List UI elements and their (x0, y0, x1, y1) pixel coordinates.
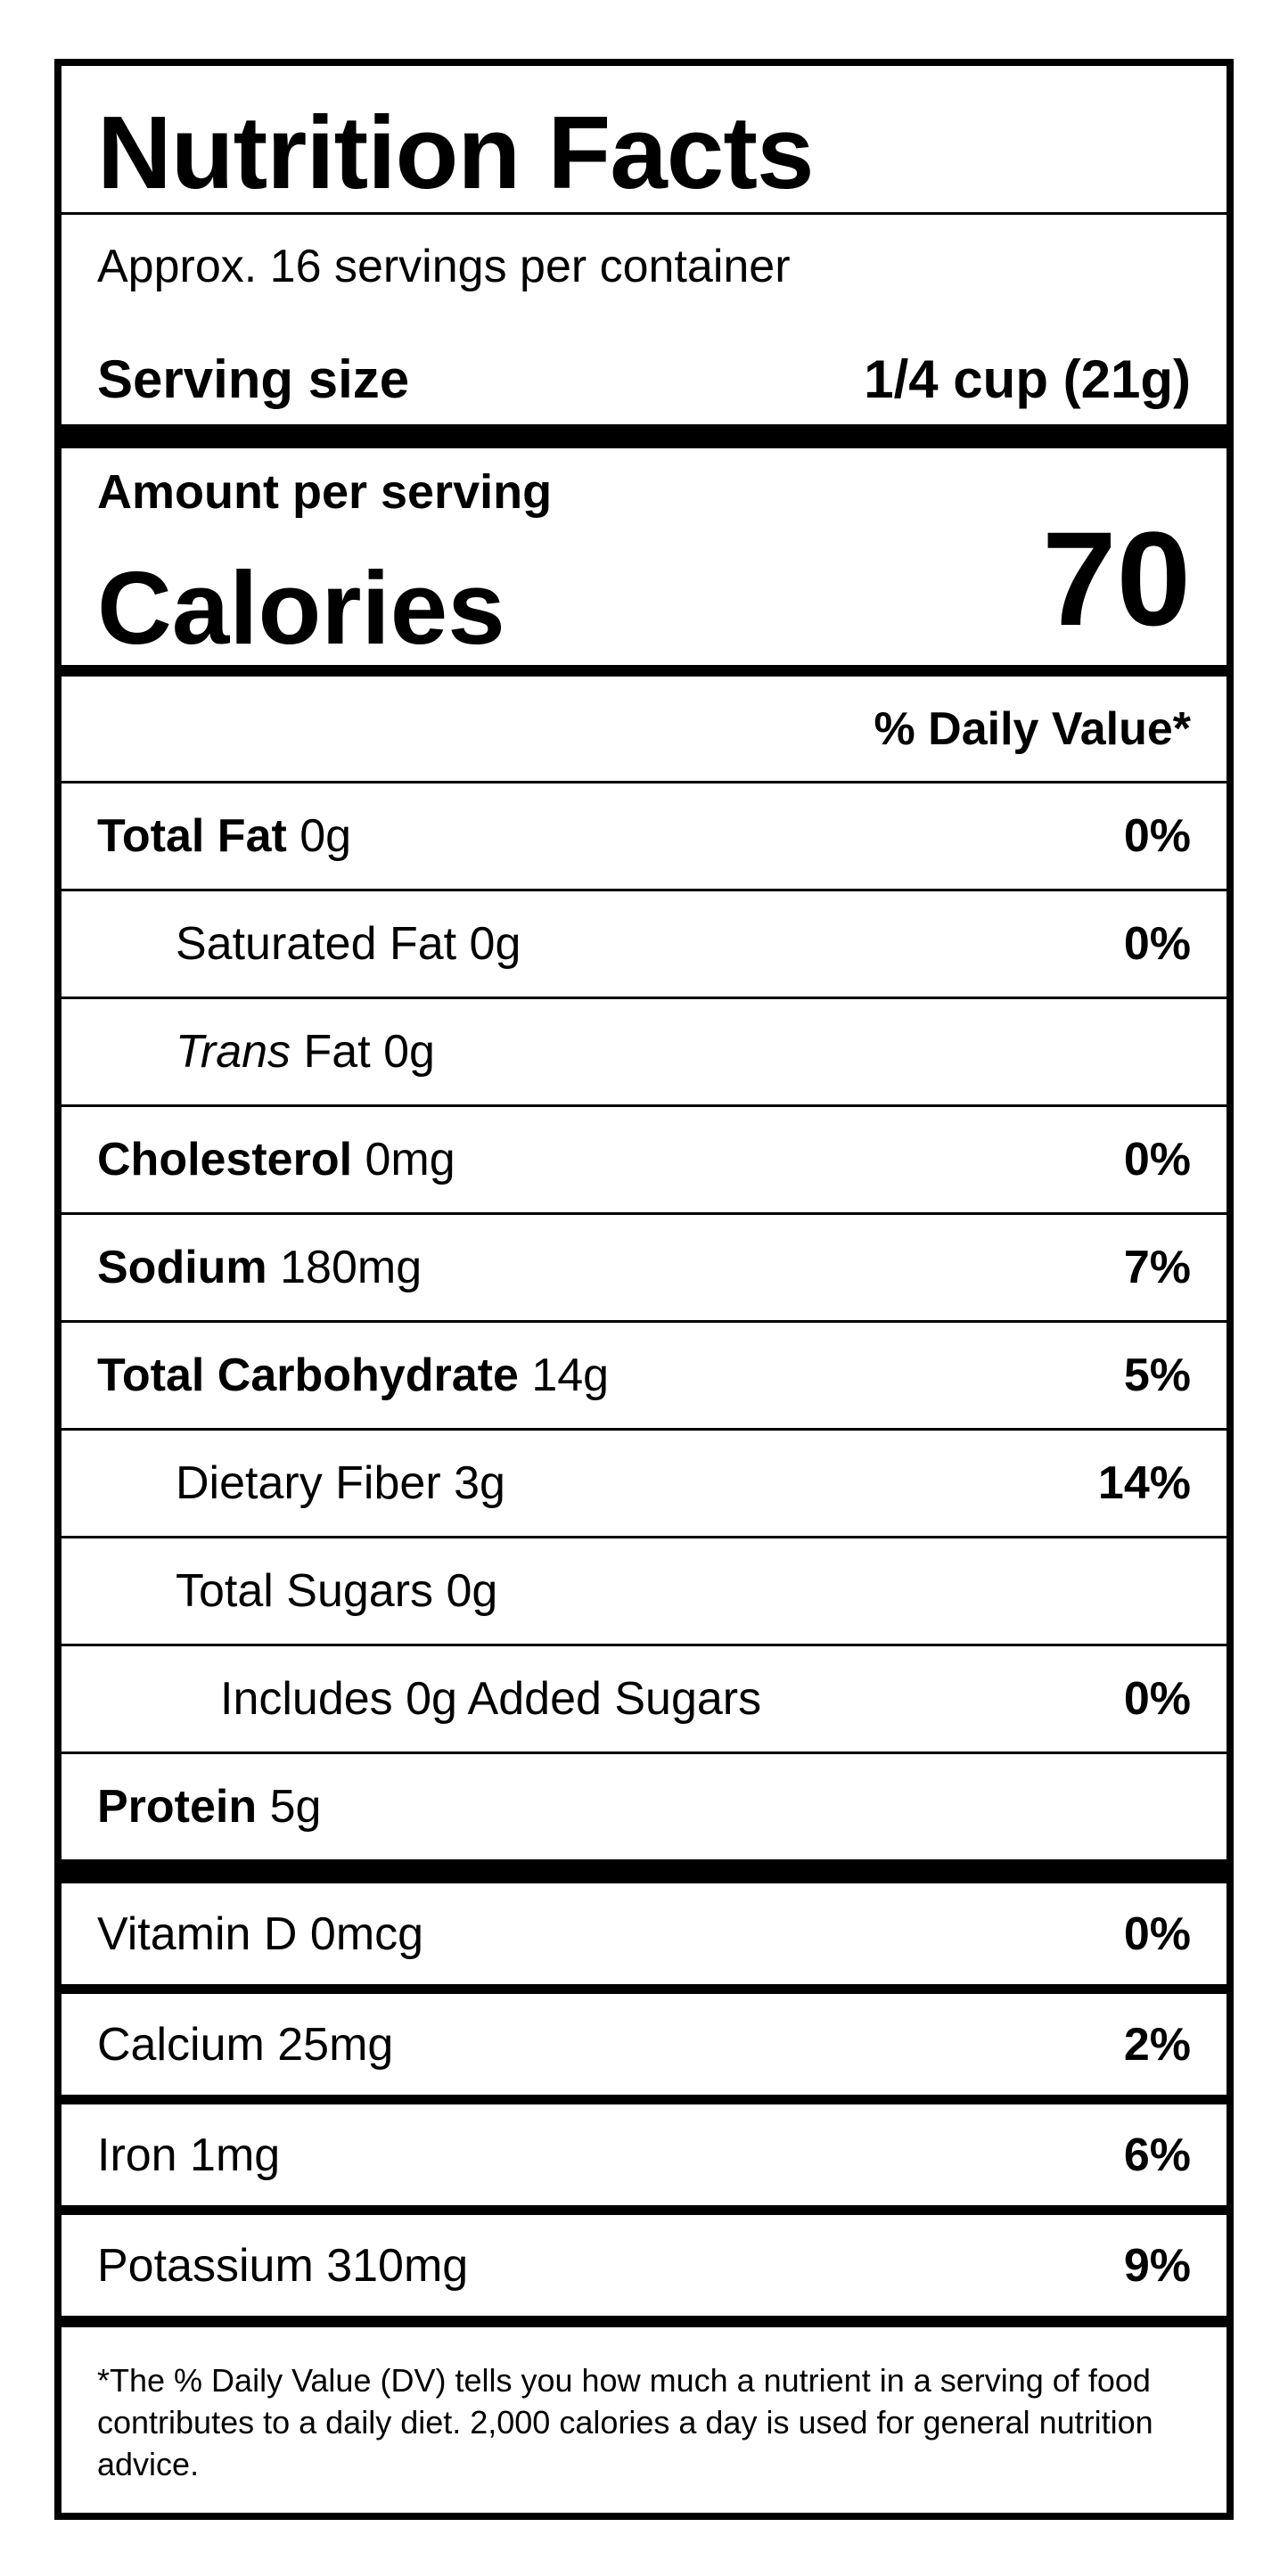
nutrient-name: Dietary Fiber (176, 1457, 441, 1509)
nutrient-dv: 0% (1123, 1673, 1191, 1725)
nutrient-amount: 0mg (365, 1134, 455, 1185)
nutrient-name: Saturated Fat (176, 918, 457, 970)
nutrient-dv: 0% (1123, 1134, 1191, 1185)
vitamin-dv: 9% (1123, 2239, 1191, 2292)
footnote: *The % Daily Value (DV) tells you how mu… (97, 2362, 1153, 2482)
vitamin-row-calcium: Calcium 25mg 2% (62, 1994, 1226, 2095)
nutrient-amount: 0g (446, 1565, 498, 1617)
nutrition-facts-label: Nutrition Facts Approx. 16 servings per … (54, 59, 1234, 2520)
nutrient-name: Cholesterol (97, 1134, 353, 1185)
nutrient-dv: 0% (1123, 918, 1191, 970)
divider-medium (62, 1984, 1226, 1994)
nutrient-amount: 3g (454, 1457, 505, 1509)
title-section: Nutrition Facts (62, 66, 1226, 215)
nutrient-row-total-carbohydrate: Total Carbohydrate 14g 5% (62, 1323, 1226, 1431)
nutrient-row-saturated-fat: Saturated Fat 0g 0% (62, 891, 1226, 999)
nutrient-amount: 0g (383, 1026, 435, 1078)
nutrient-amount: 14g (531, 1350, 610, 1401)
servings-per-container: Approx. 16 servings per container (97, 241, 791, 292)
serving-size-value: 1/4 cup (21g) (864, 349, 1191, 409)
nutrient-name: Protein (97, 1781, 258, 1833)
nutrient-row-trans-fat: Trans Fat 0g (62, 999, 1226, 1107)
nutrient-dv: 5% (1123, 1350, 1191, 1401)
nutrient-row-total-fat: Total Fat 0g 0% (62, 783, 1226, 891)
vitamin-dv: 6% (1123, 2129, 1191, 2181)
nutrient-name: Trans (176, 1026, 291, 1078)
nutrient-name: Includes 0g Added Sugars (220, 1673, 762, 1725)
nutrient-amount: 5g (269, 1781, 322, 1833)
nutrient-row-added-sugars: Includes 0g Added Sugars 0% (62, 1646, 1226, 1754)
calories-value: 70 (1042, 504, 1191, 653)
vitamin-row-iron: Iron 1mg 6% (62, 2104, 1226, 2205)
nutrient-row-total-sugars: Total Sugars 0g (62, 1538, 1226, 1646)
nutrient-name: Total Sugars (176, 1565, 434, 1617)
nutrient-row-cholesterol: Cholesterol 0mg 0% (62, 1107, 1226, 1215)
vitamin-label: Iron 1mg (97, 2129, 281, 2181)
divider-thick (62, 424, 1226, 448)
nutrient-name-suffix: Fat (303, 1026, 371, 1078)
nutrient-name: Total Fat (97, 810, 287, 862)
amount-per-serving: Amount per serving (97, 465, 553, 519)
nutrient-name: Total Carbohydrate (97, 1350, 519, 1401)
serving-size-row: Serving size 1/4 cup (21g) (97, 349, 1191, 410)
vitamin-dv: 2% (1123, 2018, 1191, 2071)
nutrient-amount: 0g (469, 918, 521, 970)
divider-medium (62, 2316, 1226, 2327)
nutrient-amount: 0g (299, 810, 352, 862)
serving-size-label: Serving size (97, 349, 410, 409)
divider-medium (62, 665, 1226, 677)
servings-section: Approx. 16 servings per container Servin… (62, 215, 1226, 424)
nutrient-row-dietary-fiber: Dietary Fiber 3g 14% (62, 1431, 1226, 1538)
nutrient-row-protein: Protein 5g (62, 1754, 1226, 1859)
divider-medium (62, 2095, 1226, 2104)
vitamin-dv: 0% (1123, 1907, 1191, 1960)
vitamin-label: Calcium 25mg (97, 2018, 394, 2071)
nutrient-name: Sodium (97, 1242, 267, 1293)
label-title: Nutrition Facts (97, 94, 814, 210)
divider-thick (62, 1859, 1226, 1883)
nutrient-amount: 180mg (280, 1242, 422, 1293)
nutrient-dv: 0% (1123, 810, 1191, 862)
daily-value-header: % Daily Value* (62, 677, 1226, 783)
nutrient-dv: 14% (1097, 1457, 1191, 1509)
vitamin-label: Potassium 310mg (97, 2239, 469, 2292)
vitamin-row-potassium: Potassium 310mg 9% (62, 2215, 1226, 2316)
calories-section: Amount per serving Calories 70 (62, 448, 1226, 666)
divider-medium (62, 2205, 1226, 2215)
vitamin-label: Vitamin D 0mcg (97, 1907, 424, 1960)
vitamin-row-vitamin-d: Vitamin D 0mcg 0% (62, 1883, 1226, 1984)
calories-label: Calories (97, 550, 505, 666)
nutrient-row-sodium: Sodium 180mg 7% (62, 1215, 1226, 1323)
nutrient-dv: 7% (1123, 1242, 1191, 1293)
